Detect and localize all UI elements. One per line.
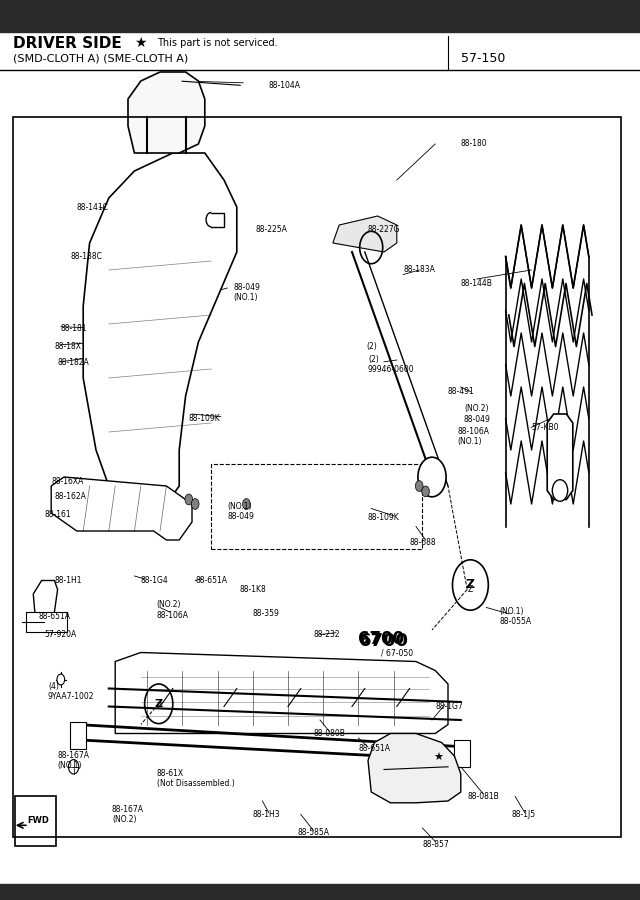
Bar [211,464,422,549]
Bar [0,0,640,32]
Text: 88-141C: 88-141C [77,202,109,211]
Text: 88-1G4: 88-1G4 [141,576,168,585]
Polygon shape [51,477,192,540]
Circle shape [185,494,193,505]
Text: 88-61X
(Not Disassembled.): 88-61X (Not Disassembled.) [157,769,234,788]
Bar [70,722,86,749]
Text: 88-1H1: 88-1H1 [54,576,82,585]
Text: (NO.2)
88-106A: (NO.2) 88-106A [157,600,189,620]
Text: 57-920A: 57-920A [45,630,77,639]
Polygon shape [368,734,461,803]
Text: 57-150: 57-150 [461,52,505,65]
Text: Z: Z [155,698,163,709]
Text: 88-180: 88-180 [461,140,488,148]
Text: 88-227G: 88-227G [368,225,401,234]
Circle shape [243,499,250,509]
Bar [0,884,640,900]
Bar [0,32,640,72]
Circle shape [422,486,429,497]
Text: 88-651A: 88-651A [38,612,70,621]
Text: (NO.2)
88-049: (NO.2) 88-049 [464,404,491,424]
Polygon shape [83,153,237,504]
Text: 88-18X: 88-18X [54,342,81,351]
Polygon shape [128,72,205,153]
Text: (2)
99946-0600: (2) 99946-0600 [368,355,415,374]
Text: (2): (2) [366,342,377,351]
Bar [15,796,56,846]
Text: 88-1G7: 88-1G7 [435,702,463,711]
Text: / 67-050: / 67-050 [381,648,413,657]
Circle shape [418,457,446,497]
Text: (NO.1)
88-055A: (NO.1) 88-055A [499,607,531,626]
Text: 88-182A: 88-182A [58,358,90,367]
Text: Z: Z [466,579,475,591]
Text: 88-144B: 88-144B [461,279,493,288]
Text: 88-1J5: 88-1J5 [512,810,536,819]
Text: Z: Z [467,585,472,594]
Text: 88-106A
(NO.1): 88-106A (NO.1) [458,427,490,446]
Circle shape [57,674,65,685]
Text: 88-109K: 88-109K [189,414,221,423]
Text: (SMD-CLOTH A) (SME-CLOTH A): (SMD-CLOTH A) (SME-CLOTH A) [13,53,188,64]
Text: 88-857: 88-857 [422,840,449,849]
Text: FWD: FWD [28,816,49,825]
Text: 6700: 6700 [358,630,404,648]
Text: 88-232: 88-232 [314,630,340,639]
Text: 88-491: 88-491 [448,387,475,396]
Text: (NO.1)
88-049: (NO.1) 88-049 [227,501,254,521]
Text: 88-1K8: 88-1K8 [240,585,267,594]
Polygon shape [547,414,573,500]
Circle shape [68,760,79,774]
Bar [454,740,470,767]
Polygon shape [115,652,448,734]
Text: 88-585A: 88-585A [298,828,330,837]
Text: 88-167A
(NO.2): 88-167A (NO.2) [112,805,144,824]
Text: 88-688: 88-688 [410,538,436,547]
Text: 88-161: 88-161 [45,510,72,519]
Circle shape [415,481,423,491]
Text: 88-183A: 88-183A [403,266,435,274]
Text: 88-162A: 88-162A [54,492,86,501]
Text: DRIVER SIDE: DRIVER SIDE [13,36,122,50]
Text: 88-080B: 88-080B [314,729,346,738]
Bar [26,612,67,632]
Circle shape [191,499,199,509]
Text: (4)
9YAA7-1002: (4) 9YAA7-1002 [48,681,95,701]
Text: 6700: 6700 [359,632,409,650]
Text: 88-138C: 88-138C [70,252,102,261]
Text: 57-KB0: 57-KB0 [531,423,559,432]
Text: ★: ★ [134,36,147,50]
Text: 88-651A: 88-651A [195,576,227,585]
Text: 88-081B: 88-081B [467,792,499,801]
Text: 88-225A: 88-225A [256,225,288,234]
Bar [13,117,621,837]
Text: This part is not serviced.: This part is not serviced. [157,38,277,49]
Polygon shape [333,216,397,252]
Text: 88-109K: 88-109K [368,513,400,522]
Polygon shape [33,580,58,618]
Text: 88-16XA: 88-16XA [51,477,84,486]
Text: Z: Z [157,702,162,711]
Text: 88-181: 88-181 [61,324,87,333]
Text: ★: ★ [433,752,444,763]
Text: 88-359: 88-359 [253,609,280,618]
Text: 88-651A: 88-651A [358,744,390,753]
Circle shape [552,480,568,501]
Text: 88-104A: 88-104A [269,81,301,90]
Text: 88-1H3: 88-1H3 [253,810,280,819]
Text: 88-049
(NO.1): 88-049 (NO.1) [234,283,260,302]
Text: 88-167A
(NO.1): 88-167A (NO.1) [58,751,90,770]
